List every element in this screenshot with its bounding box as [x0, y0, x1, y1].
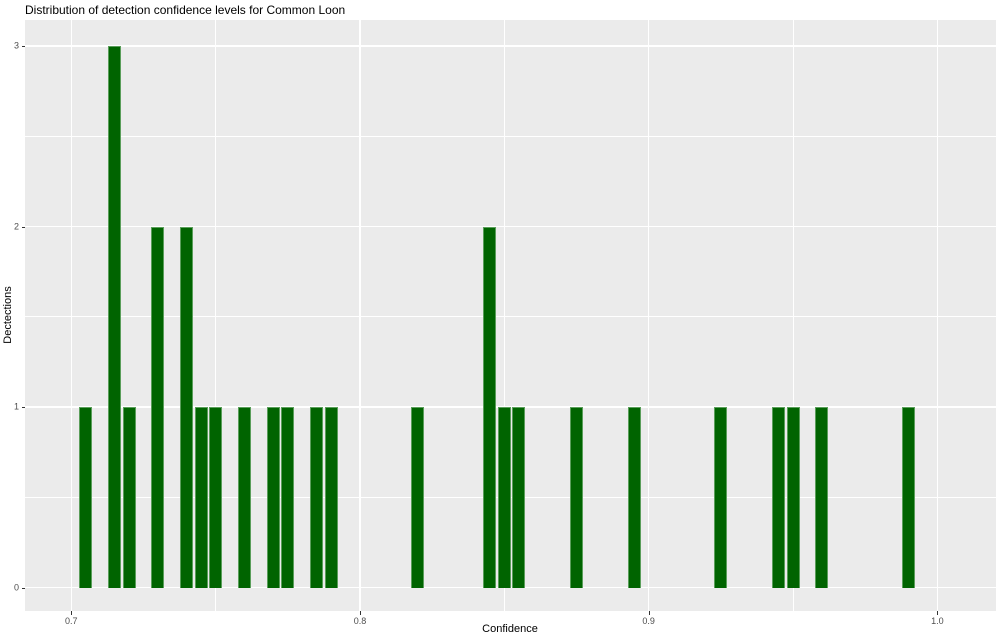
histogram-bar: [266, 407, 280, 588]
x-axis-tick: [360, 611, 361, 615]
gridline-major-x: [70, 20, 72, 611]
histogram-bar: [772, 407, 786, 588]
gridline-major-x: [648, 20, 650, 611]
histogram-bar: [281, 407, 295, 588]
histogram-bar: [714, 407, 728, 588]
histogram-bar: [108, 46, 122, 588]
gridline-minor-x: [215, 20, 217, 611]
histogram-bar: [122, 407, 136, 588]
gridline-major-x: [359, 20, 361, 611]
y-tick-label: 1: [13, 401, 19, 412]
y-tick-label: 2: [13, 221, 19, 231]
histogram-bar: [627, 407, 641, 588]
histogram-bar: [180, 226, 194, 588]
y-axis-tick: [21, 46, 25, 47]
plot-panel: [25, 20, 996, 611]
y-axis-tick: [21, 587, 25, 589]
gridline-minor-y: [25, 135, 996, 137]
x-tick-label: 1.0: [931, 616, 944, 626]
histogram-bar: [238, 407, 252, 588]
histogram-bar: [497, 407, 511, 588]
x-axis-title: Confidence: [482, 623, 538, 635]
plot-title: Distribution of detection confidence lev…: [25, 3, 346, 17]
histogram-bar: [512, 407, 526, 588]
x-tick-label: 0.9: [642, 616, 655, 626]
histogram-bar: [483, 226, 497, 588]
gridline-minor-x: [503, 20, 505, 611]
x-axis-tick: [937, 611, 939, 615]
histogram-bar: [570, 407, 584, 588]
gridline-major-y: [25, 225, 996, 228]
y-axis-title: Dectections: [2, 286, 14, 344]
y-axis-tick: [21, 226, 25, 228]
histogram-bar: [151, 226, 165, 588]
histogram-bar: [324, 407, 338, 588]
histogram-bar: [786, 407, 800, 588]
histogram-bar: [79, 407, 93, 588]
histogram-bar: [310, 407, 324, 588]
y-tick-label: 0: [13, 582, 19, 592]
histogram-bar: [815, 407, 829, 588]
x-tick-label: 0.8: [353, 616, 367, 626]
histogram-bar: [902, 407, 916, 588]
histogram-bar: [194, 407, 208, 588]
gridline-major-y: [25, 45, 996, 47]
gridline-major-x: [936, 20, 939, 611]
gridline-major-y: [25, 406, 996, 408]
y-tick-label: 3: [13, 40, 19, 51]
histogram-bar: [411, 407, 425, 588]
x-axis-tick: [648, 611, 650, 615]
y-axis-tick: [21, 407, 25, 408]
x-axis-tick: [71, 611, 73, 615]
x-tick-label: 0.7: [65, 616, 78, 626]
histogram-bar: [209, 407, 223, 588]
gridline-minor-y: [25, 316, 996, 318]
gridline-minor-x: [792, 20, 794, 611]
